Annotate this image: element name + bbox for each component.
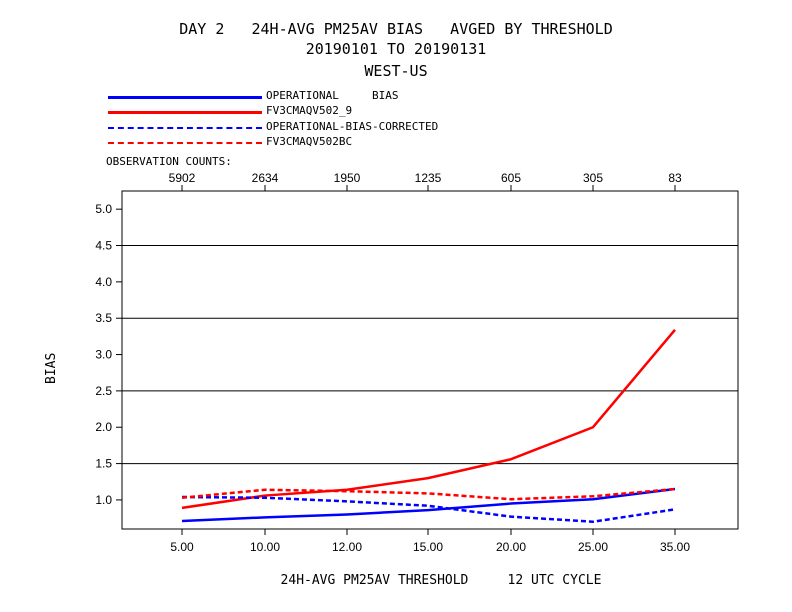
x-tick-label: 20.00 — [496, 540, 526, 554]
x-tick-label: 35.00 — [660, 540, 690, 554]
chart-title-line2: 20190101 TO 20190131 — [305, 40, 487, 58]
y-tick-label: 1.0 — [95, 493, 112, 507]
observation-count: 83 — [668, 171, 682, 185]
y-axis-label: BIAS — [44, 352, 59, 384]
observation-count: 1235 — [415, 171, 442, 185]
observation-counts-label: OBSERVATION COUNTS: — [106, 155, 232, 168]
legend-label: OPERATIONAL-BIAS-CORRECTED — [266, 120, 439, 133]
x-tick-label: 25.00 — [578, 540, 608, 554]
y-tick-label: 2.0 — [95, 420, 112, 434]
observation-count: 5902 — [169, 171, 196, 185]
observation-count: 1950 — [334, 171, 361, 185]
y-tick-label: 3.0 — [95, 348, 112, 362]
legend-swatch — [108, 96, 262, 99]
observation-count: 305 — [583, 171, 603, 185]
legend-label: FV3CMAQV502_9 — [266, 104, 353, 117]
y-tick-label: 1.5 — [95, 457, 112, 471]
series-line-2 — [181, 329, 676, 510]
x-axis-label: 24H-AVG PM25AV THRESHOLD 12 UTC CYCLE — [280, 573, 602, 588]
observation-count: 605 — [501, 171, 521, 185]
chart-title-line1: DAY 2 24H-AVG PM25AV BIAS AVGED BY THRES… — [179, 20, 613, 38]
x-tick-label: 10.00 — [250, 540, 280, 554]
legend-swatch — [108, 111, 262, 114]
y-tick-label: 3.5 — [95, 311, 112, 325]
x-tick-label: 12.00 — [332, 540, 362, 554]
plot-frame — [121, 190, 739, 530]
chart-title-line3: WEST-US — [364, 62, 428, 80]
y-tick-label: 5.0 — [95, 202, 112, 216]
observation-count: 2634 — [252, 171, 279, 185]
x-tick-label: 15.00 — [413, 540, 443, 554]
legend-label: OPERATIONAL BIAS — [266, 89, 399, 102]
y-tick-label: 4.5 — [95, 239, 112, 253]
y-tick-label: 4.0 — [95, 275, 112, 289]
legend-swatch — [108, 127, 262, 129]
legend-swatch — [108, 142, 262, 144]
legend-label: FV3CMAQV502BC — [266, 135, 353, 148]
y-tick-label: 2.5 — [95, 384, 112, 398]
x-tick-label: 5.00 — [170, 540, 194, 554]
series-line-1 — [181, 487, 676, 523]
